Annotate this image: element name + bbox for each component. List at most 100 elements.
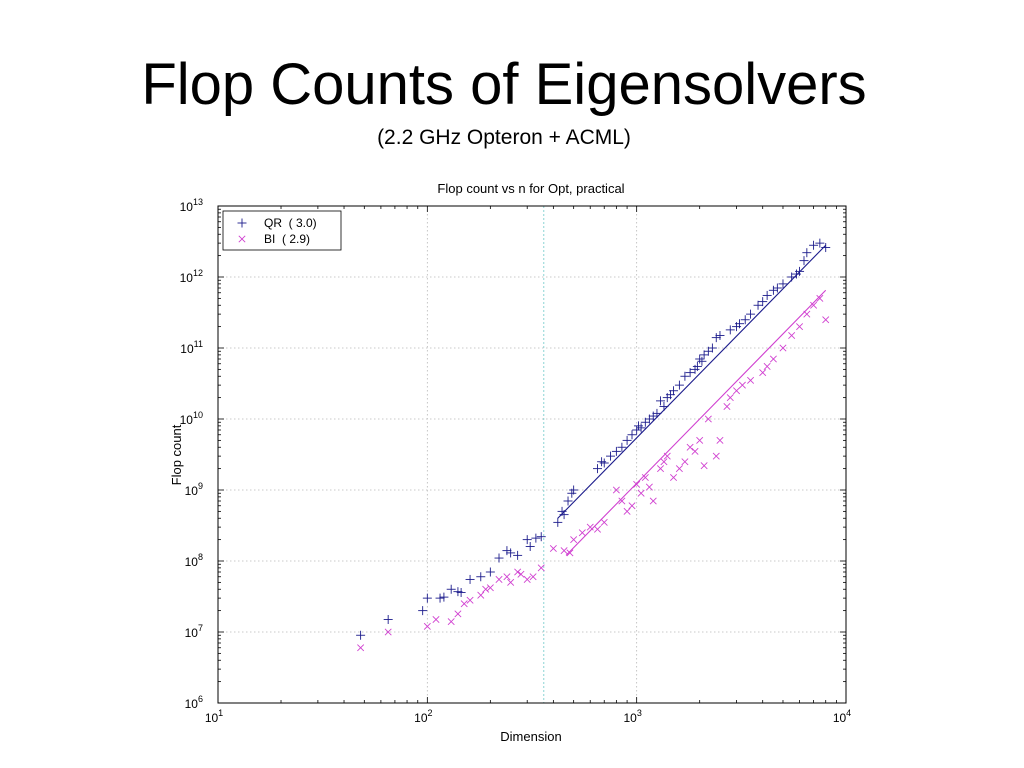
data-point-qr bbox=[536, 532, 546, 542]
legend-marker-symbol-qr bbox=[237, 218, 247, 228]
grid-lines bbox=[218, 206, 846, 703]
data-point-bi bbox=[663, 452, 671, 460]
data-point-bi bbox=[570, 536, 578, 544]
data-point-qr bbox=[802, 248, 812, 258]
x-axis-label: Dimension bbox=[500, 729, 561, 744]
x-tick-label: 104 bbox=[833, 708, 851, 725]
legend-label-qr: QR ( 3.0) bbox=[264, 216, 317, 230]
data-point-bi bbox=[649, 497, 657, 505]
y-tick-label: 109 bbox=[185, 481, 203, 498]
data-point-qr bbox=[563, 496, 573, 506]
data-point-bi bbox=[637, 489, 645, 497]
y-tick-label: 106 bbox=[185, 694, 203, 711]
y-tick-exponent: 7 bbox=[198, 623, 203, 633]
data-point-qr bbox=[715, 330, 725, 340]
x-tick-base: 10 bbox=[623, 711, 637, 725]
data-point-qr bbox=[697, 356, 707, 366]
data-point-qr bbox=[636, 423, 646, 433]
data-point-bi bbox=[600, 518, 608, 526]
y-tick-exponent: 9 bbox=[198, 481, 203, 491]
data-point-bi bbox=[523, 575, 531, 583]
y-tick-base: 10 bbox=[185, 484, 199, 498]
data-point-bi bbox=[779, 344, 787, 352]
data-point-qr bbox=[652, 408, 662, 418]
slide-subtitle: (2.2 GHz Opteron + ACML) bbox=[377, 126, 631, 149]
data-point-qr bbox=[569, 485, 579, 495]
data-point-qr bbox=[418, 606, 428, 616]
data-point-bi bbox=[686, 443, 694, 451]
x-tick-exponent: 3 bbox=[637, 708, 642, 718]
data-point-qr bbox=[762, 290, 772, 300]
data-point-qr bbox=[465, 574, 475, 584]
y-tick-label: 1013 bbox=[180, 197, 203, 214]
y-tick-base: 10 bbox=[185, 697, 199, 711]
data-point-bi bbox=[660, 458, 668, 466]
data-point-bi bbox=[747, 376, 755, 384]
legend-marker-bi bbox=[238, 235, 246, 243]
data-point-qr bbox=[485, 567, 495, 577]
data-point-bi bbox=[723, 402, 731, 411]
data-point-qr bbox=[502, 546, 512, 556]
data-point-bi bbox=[645, 483, 653, 491]
fit-lines bbox=[557, 244, 827, 556]
axis-ticks bbox=[217, 206, 846, 704]
data-point-bi bbox=[423, 622, 431, 630]
data-point-bi bbox=[716, 436, 724, 444]
y-tick-exponent: 8 bbox=[198, 552, 203, 562]
fit-line-qr bbox=[557, 244, 827, 519]
data-point-bi bbox=[712, 452, 720, 460]
data-point-qr bbox=[695, 354, 705, 364]
legend-box bbox=[222, 210, 342, 251]
data-point-qr bbox=[725, 325, 735, 335]
data-point-bi bbox=[357, 644, 365, 652]
data-point-bi bbox=[628, 502, 636, 510]
x-tick-label: 102 bbox=[414, 708, 432, 725]
data-point-bi bbox=[733, 387, 741, 395]
data-point-bi bbox=[738, 381, 746, 389]
data-point-qr bbox=[707, 343, 717, 353]
data-point-qr bbox=[606, 451, 616, 461]
data-point-bi bbox=[623, 507, 631, 515]
data-point-qr bbox=[356, 630, 366, 640]
chart-title: Flop count vs n for Opt, practical bbox=[437, 181, 624, 196]
data-point-bi bbox=[503, 573, 511, 581]
data-point-qr bbox=[772, 283, 782, 293]
data-point-bi bbox=[769, 355, 777, 363]
legend: QR ( 3.0) BI ( 2.9) bbox=[222, 210, 342, 251]
data-point-bi bbox=[514, 568, 522, 576]
data-point-qr bbox=[531, 533, 541, 543]
data-point-bi bbox=[586, 523, 594, 531]
y-tick-label: 107 bbox=[185, 623, 203, 640]
data-point-bi bbox=[578, 529, 586, 537]
data-point-bi bbox=[460, 600, 468, 608]
data-point-bi bbox=[788, 331, 796, 340]
data-point-bi bbox=[696, 436, 704, 444]
data-points bbox=[356, 238, 831, 652]
data-point-bi bbox=[486, 584, 494, 592]
data-point-bi bbox=[537, 564, 545, 572]
data-point-bi bbox=[657, 465, 665, 473]
data-point-bi bbox=[618, 497, 626, 505]
data-point-bi bbox=[641, 473, 649, 482]
data-point-bi bbox=[726, 394, 734, 402]
data-point-bi bbox=[633, 480, 641, 488]
data-point-bi bbox=[432, 615, 440, 624]
y-tick-base: 10 bbox=[180, 200, 194, 214]
data-point-qr bbox=[685, 368, 695, 378]
y-tick-base: 10 bbox=[180, 342, 194, 356]
data-point-bi bbox=[560, 547, 568, 555]
y-tick-label: 1010 bbox=[180, 410, 203, 427]
data-point-qr bbox=[735, 319, 745, 329]
data-point-bi bbox=[704, 415, 712, 423]
y-tick-label: 108 bbox=[185, 552, 203, 569]
data-point-bi bbox=[447, 618, 455, 626]
data-point-bi bbox=[593, 525, 602, 533]
legend-marker-symbol-bi bbox=[238, 235, 246, 243]
data-point-qr bbox=[422, 593, 432, 603]
data-point-bi bbox=[803, 310, 811, 318]
fit-line-bi bbox=[565, 289, 827, 556]
plot-frame bbox=[217, 205, 847, 704]
data-point-qr bbox=[669, 386, 679, 396]
data-point-qr bbox=[674, 380, 684, 390]
